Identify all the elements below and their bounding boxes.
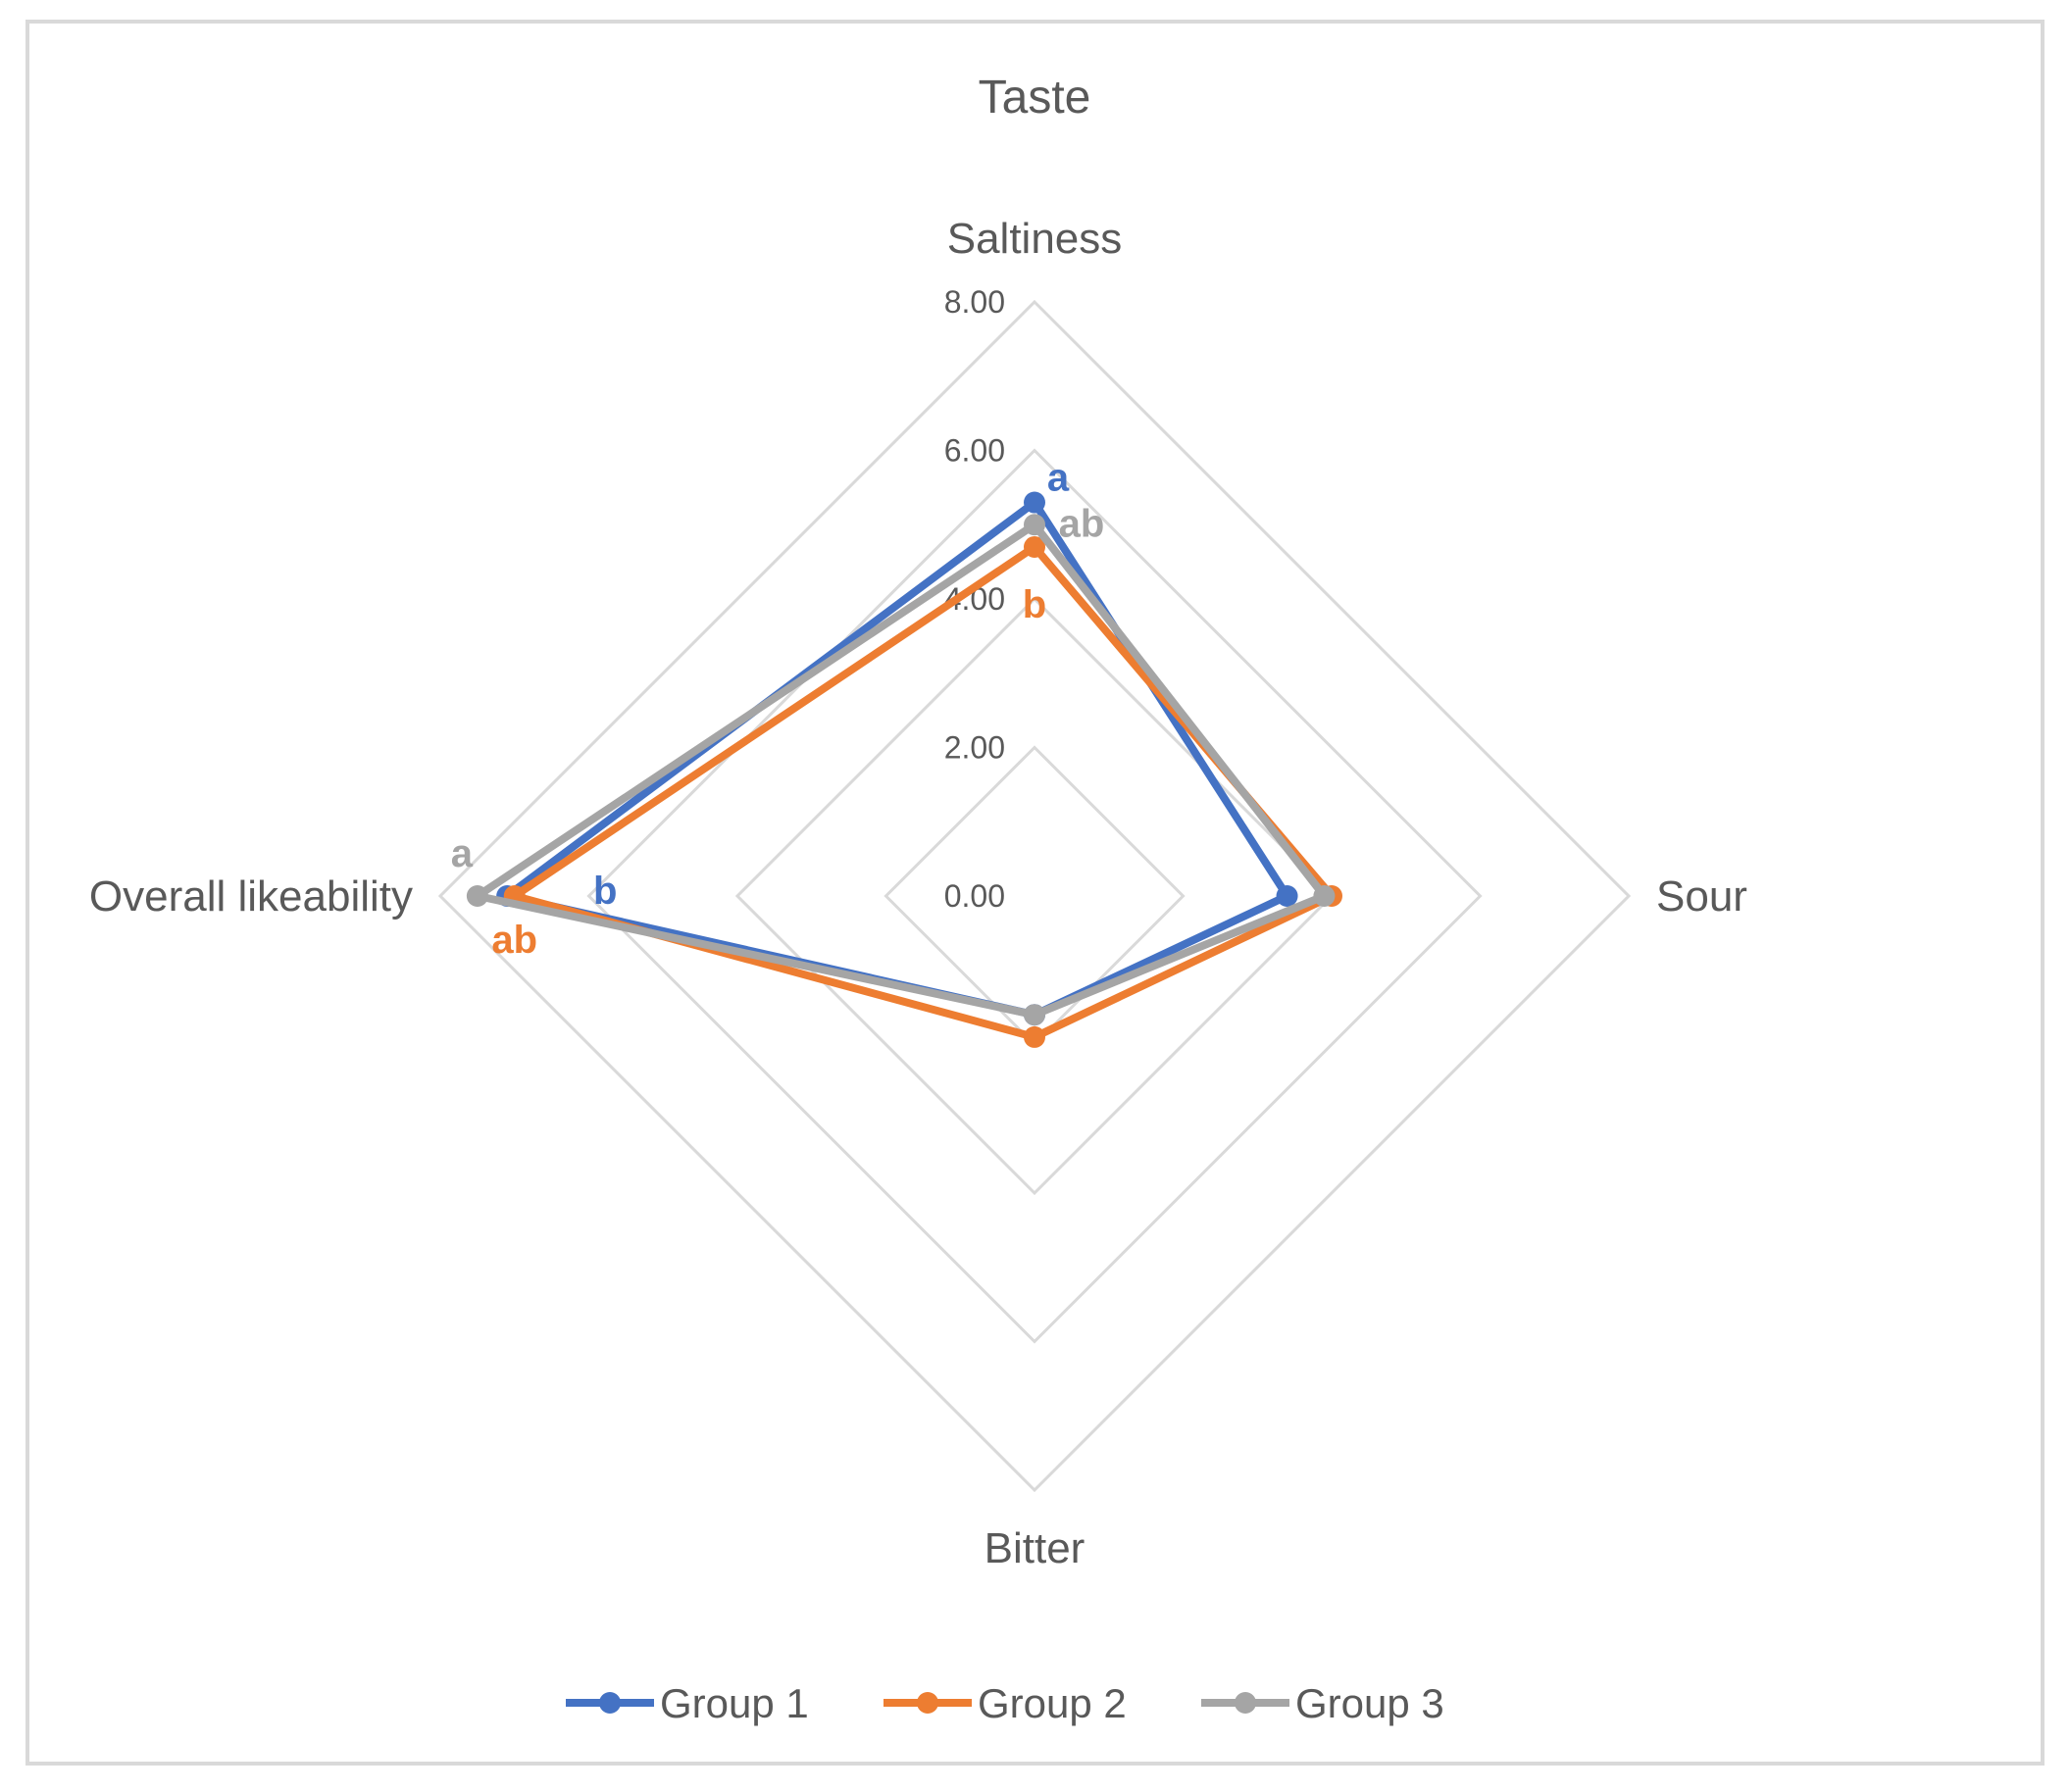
legend-marker bbox=[1235, 1692, 1256, 1714]
category-label: Bitter bbox=[985, 1524, 1085, 1572]
tick-label: 8.00 bbox=[944, 284, 1005, 320]
tick-label: 6.00 bbox=[944, 433, 1005, 469]
radar-grid bbox=[437, 299, 1632, 1493]
data-point bbox=[1024, 491, 1045, 514]
significance-letter: ab bbox=[1059, 502, 1105, 545]
series-layer bbox=[466, 491, 1342, 1048]
series-line bbox=[503, 498, 1291, 1020]
data-point bbox=[1276, 885, 1298, 907]
legend-label: Group 1 bbox=[660, 1680, 809, 1726]
legend-label: Group 2 bbox=[978, 1680, 1127, 1726]
tick-label: 2.00 bbox=[944, 730, 1005, 766]
data-point bbox=[1313, 885, 1336, 907]
data-point bbox=[1024, 514, 1045, 536]
chart-frame bbox=[25, 20, 2045, 1766]
series-3 bbox=[466, 514, 1336, 1026]
data-point bbox=[1024, 1025, 1045, 1048]
grid-ring-4 bbox=[437, 299, 1632, 1493]
legend-item: Group 1 bbox=[566, 1680, 809, 1726]
legend-marker bbox=[917, 1692, 938, 1714]
grid-ring-2 bbox=[734, 596, 1335, 1196]
category-label: Sour bbox=[1656, 872, 1747, 921]
legend-item: Group 2 bbox=[884, 1680, 1127, 1726]
grid-ring-1 bbox=[884, 745, 1186, 1047]
data-point bbox=[1024, 535, 1045, 558]
tick-label: 0.00 bbox=[944, 878, 1005, 914]
category-labels: Saltiness Sour Bitter Overall likeability bbox=[89, 215, 1747, 1572]
significance-letter: ab bbox=[491, 919, 537, 962]
category-label: Overall likeability bbox=[89, 872, 413, 921]
data-point bbox=[466, 885, 488, 907]
category-label: Saltiness bbox=[947, 215, 1123, 263]
significance-letter: b bbox=[1023, 583, 1046, 626]
legend-label: Group 3 bbox=[1295, 1680, 1444, 1726]
legend-item: Group 3 bbox=[1201, 1680, 1444, 1726]
significance-letter: b bbox=[593, 870, 617, 913]
data-point bbox=[1024, 1004, 1045, 1026]
significance-letter: a bbox=[451, 832, 474, 875]
series-1 bbox=[496, 491, 1298, 1026]
legend-marker bbox=[599, 1692, 621, 1714]
significance-letter: a bbox=[1047, 457, 1070, 500]
chart-title: Taste bbox=[979, 72, 1091, 124]
legend: Group 1 Group 2 Group 3 bbox=[566, 1680, 1444, 1726]
